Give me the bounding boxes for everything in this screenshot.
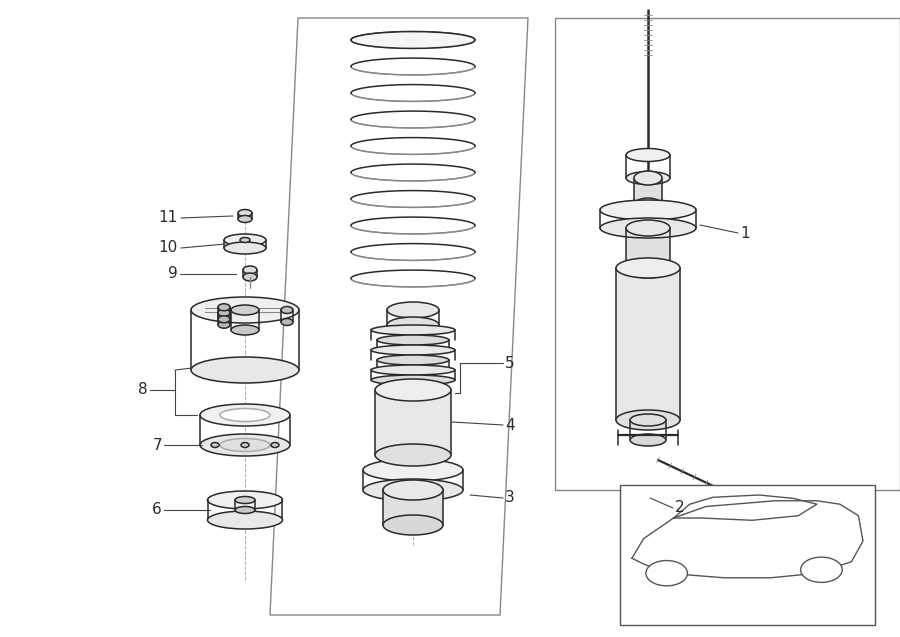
Bar [383, 490, 443, 525]
Text: 6: 6 [152, 503, 162, 517]
Ellipse shape [630, 434, 666, 446]
Ellipse shape [200, 434, 290, 456]
Ellipse shape [375, 444, 451, 466]
Text: 1: 1 [740, 225, 750, 241]
Text: 3: 3 [505, 490, 515, 506]
Text: 2: 2 [675, 501, 685, 515]
Text: 8: 8 [139, 382, 148, 397]
Ellipse shape [646, 561, 688, 586]
Text: 10: 10 [158, 241, 178, 255]
Ellipse shape [634, 171, 662, 185]
Ellipse shape [231, 305, 259, 315]
Polygon shape [555, 18, 900, 490]
Ellipse shape [224, 242, 266, 254]
Ellipse shape [383, 515, 443, 535]
Ellipse shape [218, 316, 230, 323]
Ellipse shape [211, 443, 219, 448]
Ellipse shape [626, 262, 670, 278]
Ellipse shape [231, 325, 259, 335]
Ellipse shape [634, 198, 662, 212]
Ellipse shape [238, 210, 252, 217]
Ellipse shape [271, 443, 279, 448]
Ellipse shape [200, 404, 290, 426]
Ellipse shape [371, 325, 455, 335]
Ellipse shape [218, 321, 230, 328]
Ellipse shape [238, 215, 252, 222]
Ellipse shape [220, 408, 270, 422]
Bar [375, 390, 451, 455]
Ellipse shape [616, 410, 680, 430]
Ellipse shape [218, 309, 230, 316]
Ellipse shape [208, 511, 283, 529]
Ellipse shape [371, 345, 455, 355]
Ellipse shape [375, 379, 451, 401]
Ellipse shape [600, 218, 696, 238]
Bar [634, 178, 662, 205]
Ellipse shape [387, 302, 439, 318]
Ellipse shape [626, 148, 670, 162]
Text: 11: 11 [158, 210, 178, 225]
Ellipse shape [281, 318, 293, 326]
Text: 4: 4 [505, 417, 515, 433]
Ellipse shape [224, 234, 266, 246]
Ellipse shape [377, 335, 449, 345]
Text: 9: 9 [168, 266, 178, 282]
Ellipse shape [600, 200, 696, 220]
Bar [620, 485, 875, 625]
Text: 5: 5 [505, 355, 515, 371]
Bar [626, 228, 670, 270]
Polygon shape [270, 18, 528, 615]
Ellipse shape [351, 32, 475, 48]
Ellipse shape [363, 459, 463, 481]
Ellipse shape [383, 480, 443, 500]
Ellipse shape [243, 273, 257, 281]
Ellipse shape [363, 479, 463, 501]
Ellipse shape [241, 443, 249, 448]
Ellipse shape [626, 171, 670, 185]
Text: 7: 7 [152, 438, 162, 452]
Ellipse shape [626, 220, 670, 236]
Ellipse shape [616, 258, 680, 278]
Ellipse shape [281, 306, 293, 313]
Ellipse shape [191, 357, 299, 383]
Ellipse shape [235, 506, 255, 513]
Ellipse shape [240, 238, 250, 243]
Bar [616, 268, 680, 420]
Ellipse shape [801, 557, 842, 582]
Ellipse shape [738, 496, 758, 510]
Ellipse shape [220, 438, 270, 452]
Ellipse shape [191, 297, 299, 323]
Ellipse shape [371, 365, 455, 375]
Ellipse shape [377, 355, 449, 365]
Ellipse shape [243, 266, 257, 274]
Ellipse shape [218, 304, 230, 311]
Ellipse shape [387, 317, 439, 333]
Ellipse shape [371, 375, 455, 385]
Ellipse shape [208, 491, 283, 509]
Ellipse shape [630, 414, 666, 426]
Ellipse shape [235, 496, 255, 503]
